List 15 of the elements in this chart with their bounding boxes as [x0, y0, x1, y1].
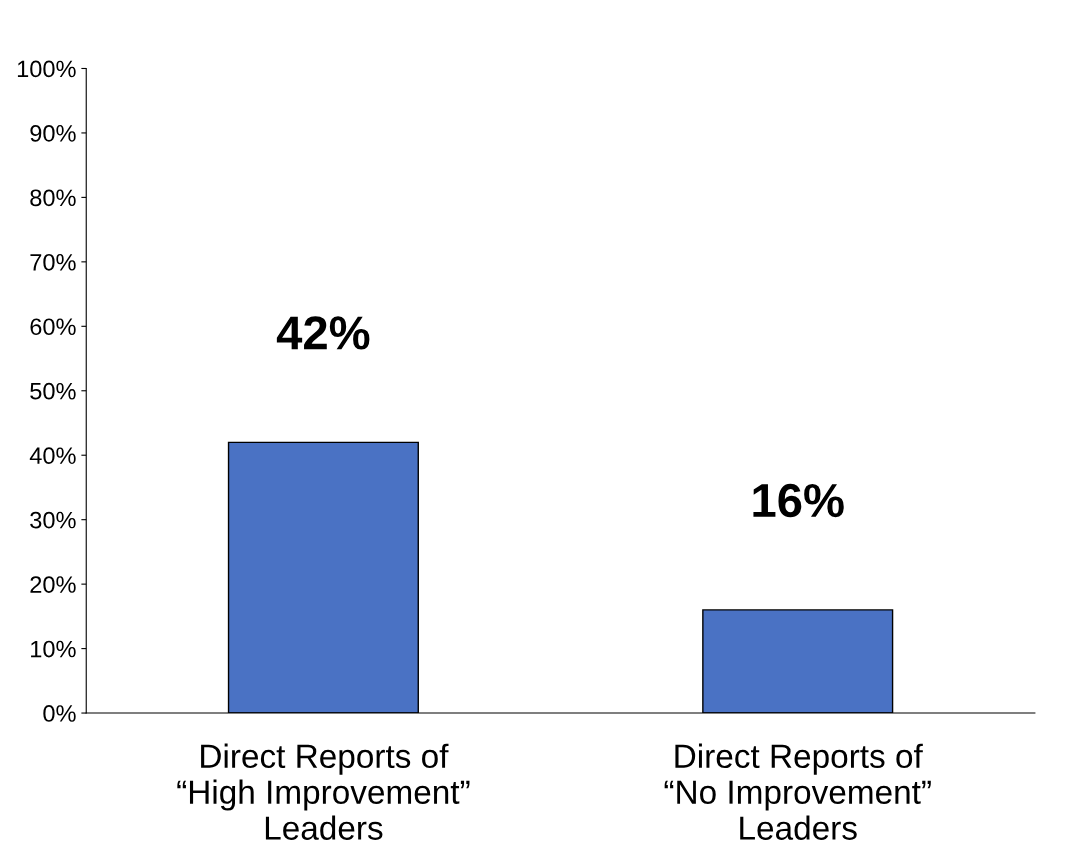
y-tick-label: 40%: [29, 447, 76, 465]
y-tick-label: 0%: [43, 705, 76, 722]
x-tick-label: Direct Reports of “High Improvement” Leaders: [177, 743, 470, 840]
data-label: 16%: [753, 483, 844, 518]
data-label: 42%: [276, 316, 370, 350]
y-tick-label: 20%: [30, 576, 76, 593]
y-tick-label: 30%: [30, 511, 76, 529]
y-tick-label: 70%: [30, 253, 76, 271]
x-tick-label: Direct Reports of “No Improvement” Leaders: [664, 743, 931, 840]
y-tick-label: 80%: [30, 189, 76, 207]
y-tick-label: 60%: [30, 318, 76, 336]
y-tick-label: 50%: [30, 382, 76, 400]
y-tick-label: 10%: [31, 640, 76, 658]
y-tick-label: 100%: [17, 60, 76, 78]
y-tick-label: 90%: [30, 125, 76, 142]
